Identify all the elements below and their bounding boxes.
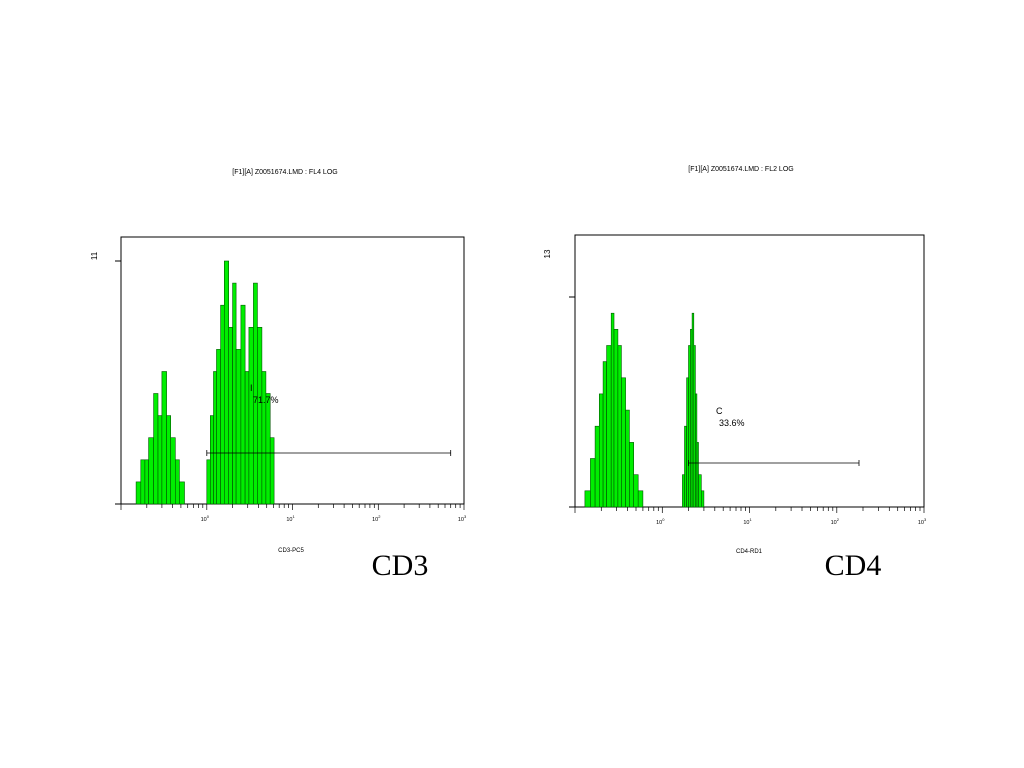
histogram-bar [617,345,622,508]
histogram-bar [153,393,159,505]
caption-cd3: CD3 [372,549,429,582]
histogram-bar [244,371,250,505]
histogram-bar [590,458,596,508]
x-tick-label: 103 [458,514,467,523]
histogram-bar [269,437,275,505]
histogram-bar [144,459,149,505]
histogram-bar [210,415,214,505]
histogram-bar [637,490,644,508]
histogram-bar [257,326,263,505]
histogram-bar [584,490,591,508]
histogram-bar [235,349,242,505]
caption-cd4: CD4 [825,549,882,582]
x-tick-label: 101 [743,517,752,526]
y-max-label-cd4: 13 [543,249,552,258]
histogram-bar [613,328,619,508]
x-axis-label-cd4: CD4-RD1 [736,549,763,555]
histogram-bar [248,326,254,505]
histogram-bar [240,304,246,505]
x-tick-label: 100 [656,517,665,526]
histogram-bar [688,345,691,508]
histogram-bar [625,409,630,508]
histogram-bar [610,312,615,508]
histogram-bar [594,425,600,508]
plot-area-cd3: 100 101 102 103 [115,260,467,523]
x-tick-label: 101 [286,514,295,523]
histogram-bar [232,282,237,505]
histogram-bar [253,282,258,505]
histogram-bar [157,415,163,505]
histogram-bar [261,371,267,505]
histogram-bar [700,490,705,508]
histogram-bar [220,304,225,505]
histogram-bar [206,459,211,505]
histogram-bar [161,371,167,505]
gate-letter-cd3: I [250,383,253,393]
x-tick-label: 102 [831,517,840,526]
histogram-bar [633,474,639,508]
plot-area-cd4: 100 101 102 103 [569,296,927,526]
gate-percent-cd4: 33.6% [719,418,745,428]
y-max-label-cd3: 11 [90,251,99,260]
gate-letter-cd4: C [716,406,723,416]
chart-title-cd4: [F1][A] Z0051674.LMD : FL2 LOG [688,166,793,173]
histogram-bar [695,393,698,508]
histogram-bar [698,474,702,508]
histogram-bar [598,393,604,508]
histogram-bar [265,393,271,505]
x-tick-label: 100 [201,514,210,523]
histogram-bar [684,425,687,508]
x-axis-label-cd3: CD3-PC5 [278,548,304,554]
histogram-bar [216,349,221,505]
gate-percent-cd3: 71.7% [253,395,279,405]
histogram-bar [224,260,230,505]
x-tick-label: 102 [372,514,381,523]
panel-cd3: [F1][A] Z0051674.LMD : FL4 LOG 11 100 101… [90,169,467,582]
histogram-bar [213,371,217,505]
panel-cd4: [F1][A] Z0051674.LMD : FL2 LOG 13 100 101… [543,166,927,582]
histogram-bar [140,459,146,505]
histogram-bar [602,361,607,508]
histogram-bar [606,345,612,508]
histogram-bar [166,415,172,505]
histogram-bar [228,326,233,505]
histogram-bar [179,481,185,505]
chart-title-cd3: [F1][A] Z0051674.LMD : FL4 LOG [232,169,337,176]
histogram-bar [629,442,635,508]
histogram-bar [170,437,176,505]
histogram-bar [621,377,626,508]
histogram-bar [135,481,142,505]
x-tick-label: 103 [918,517,927,526]
histogram-bar [175,459,180,505]
histogram-bar [148,437,154,505]
